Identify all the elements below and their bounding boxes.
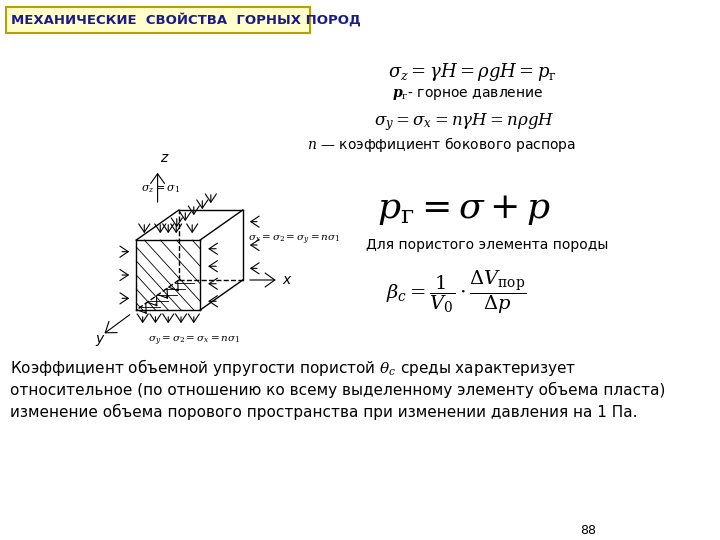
Text: $\boldsymbol{p}_{\text{г}}$- горное давление: $\boldsymbol{p}_{\text{г}}$- горное давл…: [392, 87, 544, 103]
Text: МЕХАНИЧЕСКИЕ  СВОЙСТВА  ГОРНЫХ ПОРОД: МЕХАНИЧЕСКИЕ СВОЙСТВА ГОРНЫХ ПОРОД: [11, 13, 361, 27]
Text: $\sigma_y{=}\sigma_2{=}\sigma_x{=}n\sigma_1$: $\sigma_y{=}\sigma_2{=}\sigma_x{=}n\sigm…: [148, 335, 240, 348]
Text: x: x: [282, 273, 290, 287]
Text: $\sigma_z = \gamma H = \rho g H = p_{\text{г}}$: $\sigma_z = \gamma H = \rho g H = p_{\te…: [388, 61, 557, 83]
Text: $\sigma_z=\sigma_1$: $\sigma_z=\sigma_1$: [140, 183, 179, 195]
Text: $\sigma_x{=}\sigma_2{=}\sigma_y{=}n\sigma_1$: $\sigma_x{=}\sigma_2{=}\sigma_y{=}n\sigm…: [248, 233, 340, 247]
Text: изменение объема порового пространства при изменении давления на 1 Па.: изменение объема порового пространства п…: [10, 404, 638, 420]
Text: Для пористого элемента породы: Для пористого элемента породы: [366, 238, 608, 252]
Text: относительное (по отношению ко всему выделенному элементу объема пласта): относительное (по отношению ко всему выд…: [10, 382, 665, 398]
Text: $n$ — коэффициент бокового распора: $n$ — коэффициент бокового распора: [307, 136, 575, 154]
Text: $p_{\text{г}} = \sigma + p$: $p_{\text{г}} = \sigma + p$: [377, 193, 552, 227]
Text: y: y: [96, 332, 104, 346]
Text: $\sigma_y = \sigma_x = n\gamma H = n\rho g H$: $\sigma_y = \sigma_x = n\gamma H = n\rho…: [374, 111, 554, 133]
Text: z: z: [160, 151, 167, 165]
Text: Коэффициент объемной упругости пористой $\theta_c$ среды характеризует: Коэффициент объемной упругости пористой …: [10, 357, 577, 379]
Text: $\beta_c = \dfrac{1}{V_0} \cdot \dfrac{\Delta V_{\text{пор}}}{\Delta p}$: $\beta_c = \dfrac{1}{V_0} \cdot \dfrac{\…: [386, 268, 526, 316]
Text: 88: 88: [580, 523, 596, 537]
FancyBboxPatch shape: [6, 7, 310, 33]
